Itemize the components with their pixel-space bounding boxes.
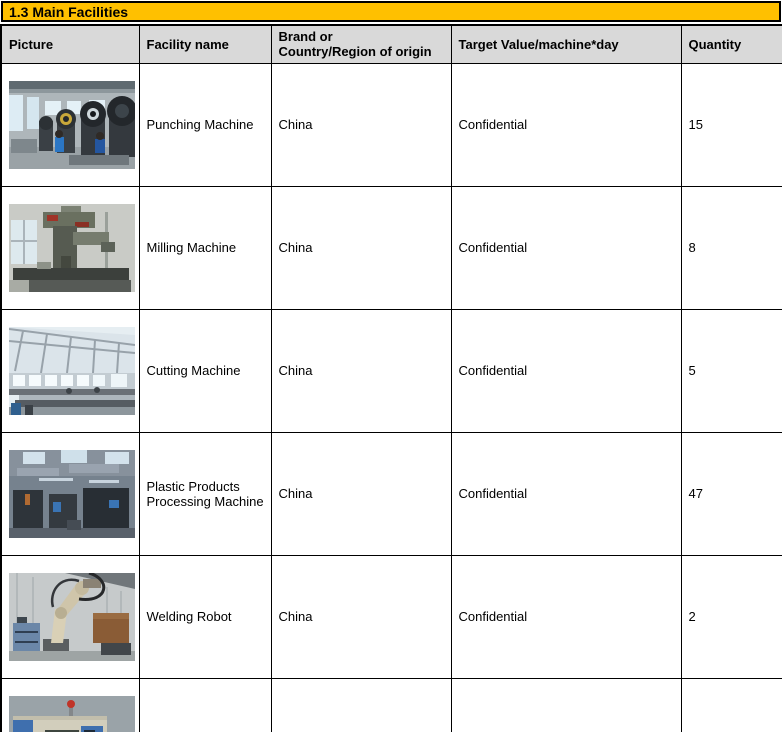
col-header-target-value: Target Value/machine*day [450,24,682,64]
facility-row-welding-robot: Welding Robot China Confidential 2 [0,554,782,679]
quantity-cell: 15 [680,62,782,187]
facility-row-plastic-processing: Plastic Products Processing Machine Chin… [0,431,782,556]
facility-row-cutting-machine: Cutting Machine China Confidential 5 [0,308,782,433]
origin-cell: China [270,308,452,433]
quantity-cell: 47 [680,431,782,556]
col-header-quantity: Quantity [680,24,782,64]
facility-name-cell: Cutting Machine [138,308,272,433]
picture-cell [0,62,140,187]
target-value-cell: Confidential [450,185,682,310]
origin-cell: China [270,554,452,679]
target-value-cell: Confidential [450,308,682,433]
origin-cell: China [270,677,452,732]
welding-robot-photo [9,572,135,661]
quantity-cell: 5 [680,308,782,433]
table-header-row: Picture Facility name Brand or Country/R… [0,24,782,64]
facility-name-cell: CNC Lathe [138,677,272,732]
facilities-table: Picture Facility name Brand or Country/R… [0,24,782,732]
picture-cell [0,185,140,310]
target-value-cell: Confidential [450,431,682,556]
facility-name-cell: Punching Machine [138,62,272,187]
cutting-machine-hall-photo [9,326,135,415]
target-value-cell: Confidential [450,677,682,732]
picture-cell [0,677,140,732]
picture-cell [0,554,140,679]
facility-row-cnc-lathe: CNC Lathe China Confidential 1 [0,677,782,732]
quantity-cell: 2 [680,554,782,679]
facility-name-cell: Milling Machine [138,185,272,310]
quantity-cell: 1 [680,677,782,732]
origin-cell: China [270,185,452,310]
origin-cell: China [270,62,452,187]
facility-name-cell: Plastic Products Processing Machine [138,431,272,556]
picture-cell [0,308,140,433]
milling-machine-photo [9,203,135,292]
origin-cell: China [270,431,452,556]
facility-row-milling-machine: Milling Machine China Confidential 8 [0,185,782,310]
section-title: 1.3 Main Facilities [9,3,129,20]
plastic-processing-workshop-photo [9,449,135,538]
col-header-facility-name: Facility name [138,24,272,64]
facility-row-punching-machine: Punching Machine China Confidential 15 [0,62,782,187]
cnc-lathe-photo [9,695,135,732]
col-header-picture: Picture [0,24,140,64]
col-header-brand-origin: Brand or Country/Region of origin [270,24,452,64]
target-value-cell: Confidential [450,554,682,679]
target-value-cell: Confidential [450,62,682,187]
picture-cell [0,431,140,556]
facility-name-cell: Welding Robot [138,554,272,679]
section-title-bar: 1.3 Main Facilities [1,1,781,22]
punching-machine-factory-photo [9,80,135,169]
quantity-cell: 8 [680,185,782,310]
